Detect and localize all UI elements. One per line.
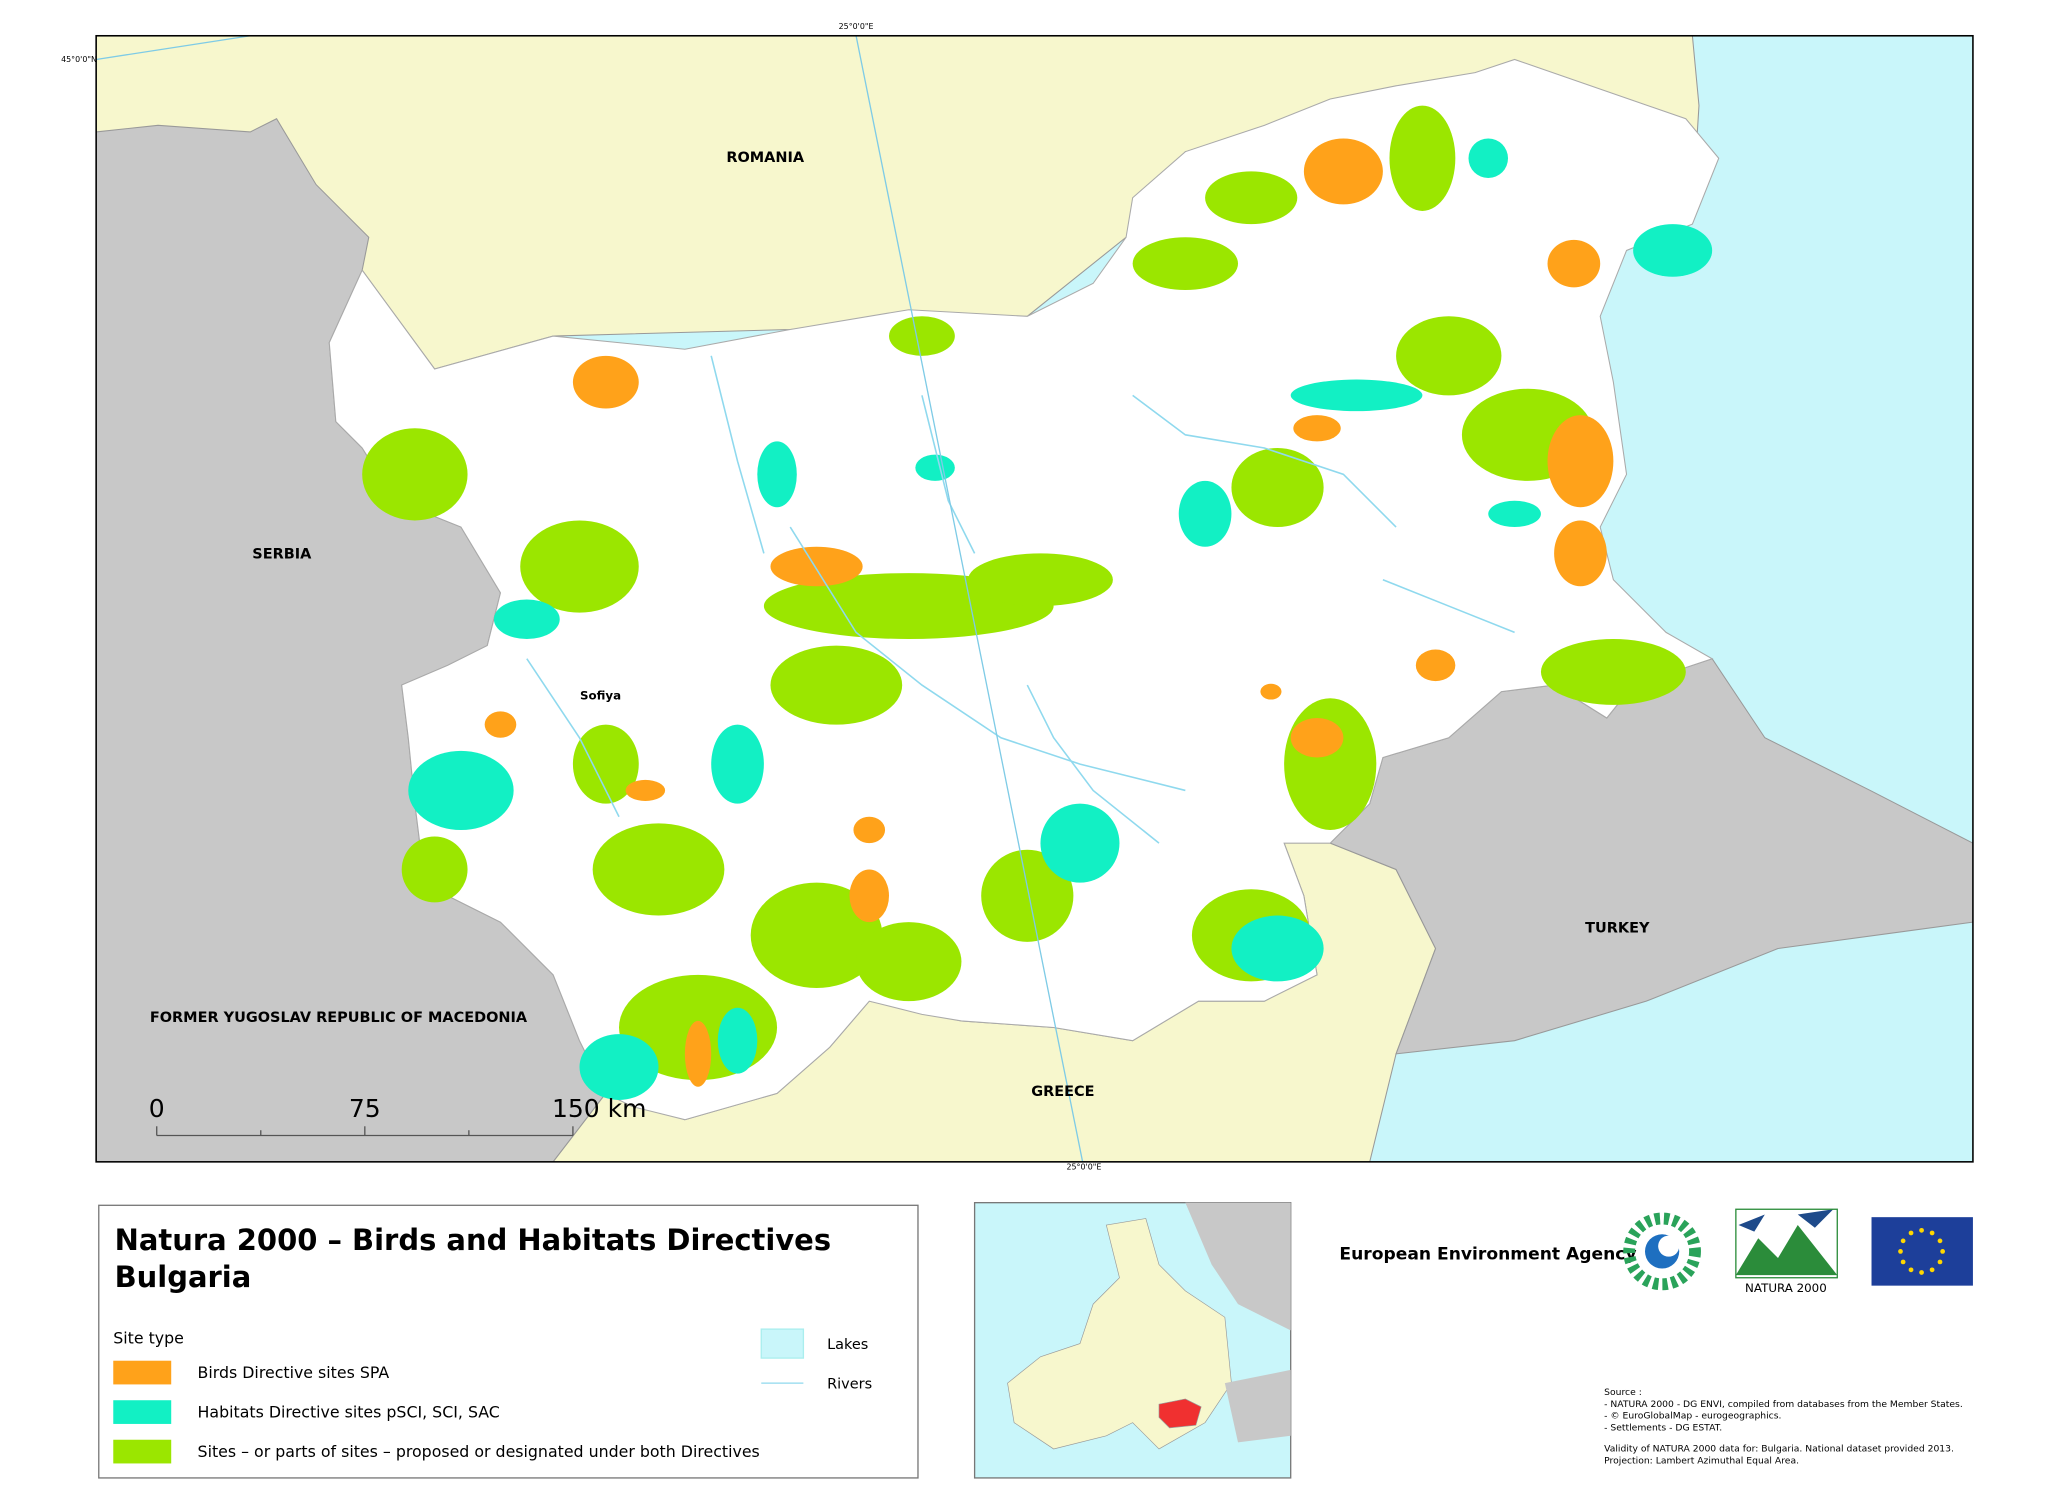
- country-label: ROMANIA: [726, 150, 805, 166]
- source-line: - NATURA 2000 - DG ENVI, compiled from d…: [1604, 1399, 1963, 1410]
- city-label: Sofiya: [580, 689, 621, 703]
- legend-item: Lakes: [827, 1337, 868, 1353]
- source-line: - © EuroGlobalMap - eurogeographics.: [1604, 1411, 1781, 1422]
- eu-flag: [1871, 1217, 1973, 1286]
- graticule-label: 45°0'0"N: [61, 55, 97, 64]
- natura-text: NATURA 2000: [1745, 1281, 1827, 1295]
- rivers: [526, 355, 1515, 844]
- source-line: Projection: Lambert Azimuthal Equal Area…: [1604, 1455, 1799, 1466]
- legend-swatch: [760, 1328, 805, 1359]
- eea-logo: [1623, 1212, 1701, 1291]
- graticule-label: 25°0'0"E: [1067, 1163, 1102, 1172]
- legend-swatch: [113, 1360, 172, 1385]
- natura-sites: [362, 105, 1713, 1100]
- legend-heading: Site type: [113, 1329, 184, 1348]
- legend-item: Habitats Directive sites pSCI, SCI, SAC: [198, 1402, 500, 1421]
- legend-title: Natura 2000 – Birds and Habitats Directi…: [115, 1223, 831, 1257]
- legend-swatch: [113, 1439, 172, 1464]
- graticule: [855, 35, 1084, 1162]
- legend-item: Rivers: [827, 1376, 872, 1392]
- map-frame: [95, 34, 1974, 1163]
- country-label: SERBIA: [252, 547, 312, 563]
- natura-logo: NATURA 2000: [1735, 1208, 1838, 1295]
- graticule: [96, 35, 251, 61]
- legend-title: Bulgaria: [115, 1260, 252, 1294]
- legend-item: Birds Directive sites SPA: [198, 1363, 390, 1382]
- country-label: GREECE: [1031, 1084, 1094, 1100]
- main-map: [96, 35, 1973, 1162]
- source-line: Source :: [1604, 1387, 1642, 1398]
- source-line: - Settlements - DG ESTAT.: [1604, 1423, 1722, 1434]
- scale-label: 150 km: [552, 1094, 647, 1123]
- source-note: Source : - NATURA 2000 - DG ENVI, compil…: [1604, 1387, 1963, 1466]
- scale-label: 0: [149, 1094, 165, 1123]
- legend-swatch: [113, 1400, 172, 1424]
- country-label: TURKEY: [1585, 921, 1650, 937]
- scale-bar: 0 75 150 km: [149, 1094, 647, 1137]
- inset-map: [973, 1202, 1292, 1479]
- scale-label: 75: [349, 1094, 381, 1123]
- country-label: FORMER YUGOSLAV REPUBLIC OF MACEDONIA: [150, 1010, 528, 1026]
- eea-name: European Environment Agency: [1339, 1244, 1636, 1264]
- legend-item: Sites – or parts of sites – proposed or …: [198, 1442, 760, 1461]
- legend: Natura 2000 – Birds and Habitats Directi…: [98, 1204, 919, 1479]
- source-line: Validity of NATURA 2000 data for: Bulgar…: [1604, 1444, 1954, 1455]
- graticule-label: 25°0'0"E: [839, 22, 874, 31]
